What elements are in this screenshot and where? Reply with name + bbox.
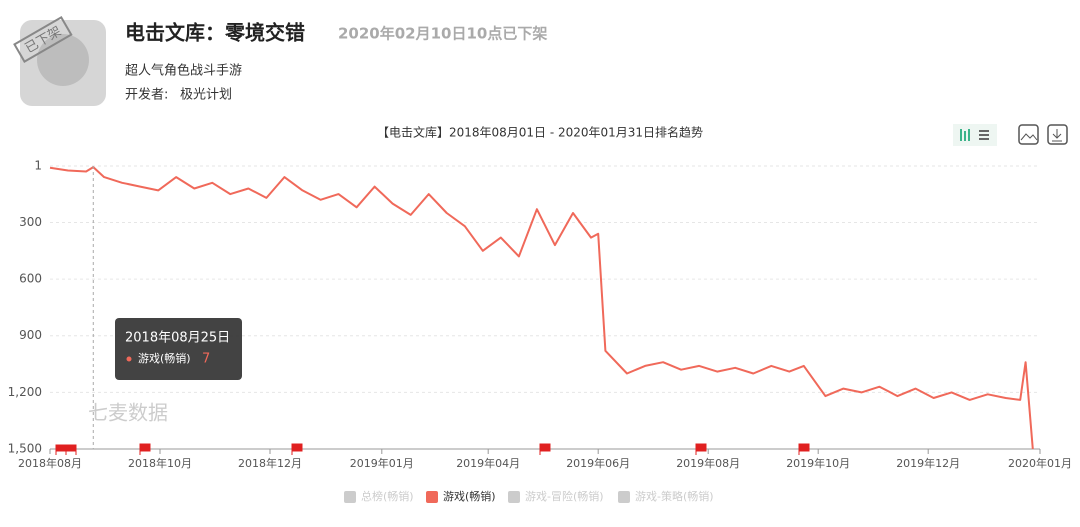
tooltip-value: 7 (202, 352, 210, 367)
tooltip: 2018年08月25日 游戏(畅销) 7 (115, 318, 242, 380)
y-tick-label: 1,500 (8, 442, 42, 456)
tooltip-series: 游戏(畅销) (138, 351, 191, 365)
y-tick-label: 300 (19, 215, 42, 229)
developer: 极光计划 (180, 88, 232, 103)
x-tick-label: 2018年08月 (18, 456, 82, 470)
x-tick-label: 2020年01月 (1008, 456, 1072, 470)
legend-label[interactable]: 总榜(畅销) (361, 489, 414, 503)
app-icon: 已下架 (13, 15, 106, 106)
bar-icon (960, 129, 970, 141)
download-button[interactable] (1047, 124, 1068, 145)
flag (139, 443, 151, 455)
legend-swatch (618, 491, 630, 503)
x-tick-label: 2019年08月 (676, 456, 740, 470)
x-tick-label: 2019年01月 (350, 456, 414, 470)
x-tick-label: 2019年12月 (896, 456, 960, 470)
x-tick-label: 2019年04月 (456, 456, 520, 470)
legend-label[interactable]: 游戏-冒险(畅销) (525, 489, 604, 503)
developer-label: 开发者: (125, 87, 168, 103)
download-icon (1052, 129, 1062, 142)
legend-label[interactable]: 游戏(畅销) (443, 489, 496, 503)
x-tick-label: 2019年06月 (566, 456, 630, 470)
flag (55, 444, 77, 455)
flag (695, 443, 707, 455)
flag (798, 443, 810, 455)
watermark: 七麦数据 (88, 401, 168, 425)
toolbar (953, 124, 1068, 146)
y-tick-label: 1 (34, 159, 42, 173)
legend-swatch (508, 491, 520, 503)
flag (539, 443, 551, 455)
legend-label[interactable]: 游戏-策略(畅销) (635, 489, 714, 503)
flag (291, 443, 303, 455)
list-icon (979, 130, 989, 140)
y-tick-label: 600 (19, 272, 42, 286)
x-tick-label: 2018年12月 (238, 456, 302, 470)
badge-frame (13, 15, 73, 64)
tooltip-dot (126, 356, 132, 362)
legend-swatch (344, 491, 356, 503)
legend-swatch (426, 491, 438, 503)
tooltip-box (115, 318, 242, 380)
app-title: 电击文库：零境交错 (125, 21, 305, 45)
image-button[interactable] (1018, 124, 1039, 145)
subtitle: 超人气角色战斗手游 (125, 63, 242, 79)
x-tick-label: 2018年10月 (128, 456, 192, 470)
y-tick-label: 1,200 (8, 385, 42, 399)
event-flags (55, 443, 810, 455)
tooltip-title: 2018年08月25日 (125, 331, 230, 346)
y-tick-label: 900 (19, 328, 42, 342)
view-toggle[interactable] (953, 124, 997, 146)
image-icon (1020, 133, 1038, 141)
status: 2020年02月10日10点已下架 (338, 25, 547, 43)
chart-title: 【电击文库】2018年08月01日 - 2020年01月31日排名趋势 (377, 125, 703, 140)
x-tick-label: 2019年10月 (786, 456, 850, 470)
series-line (49, 166, 1034, 450)
